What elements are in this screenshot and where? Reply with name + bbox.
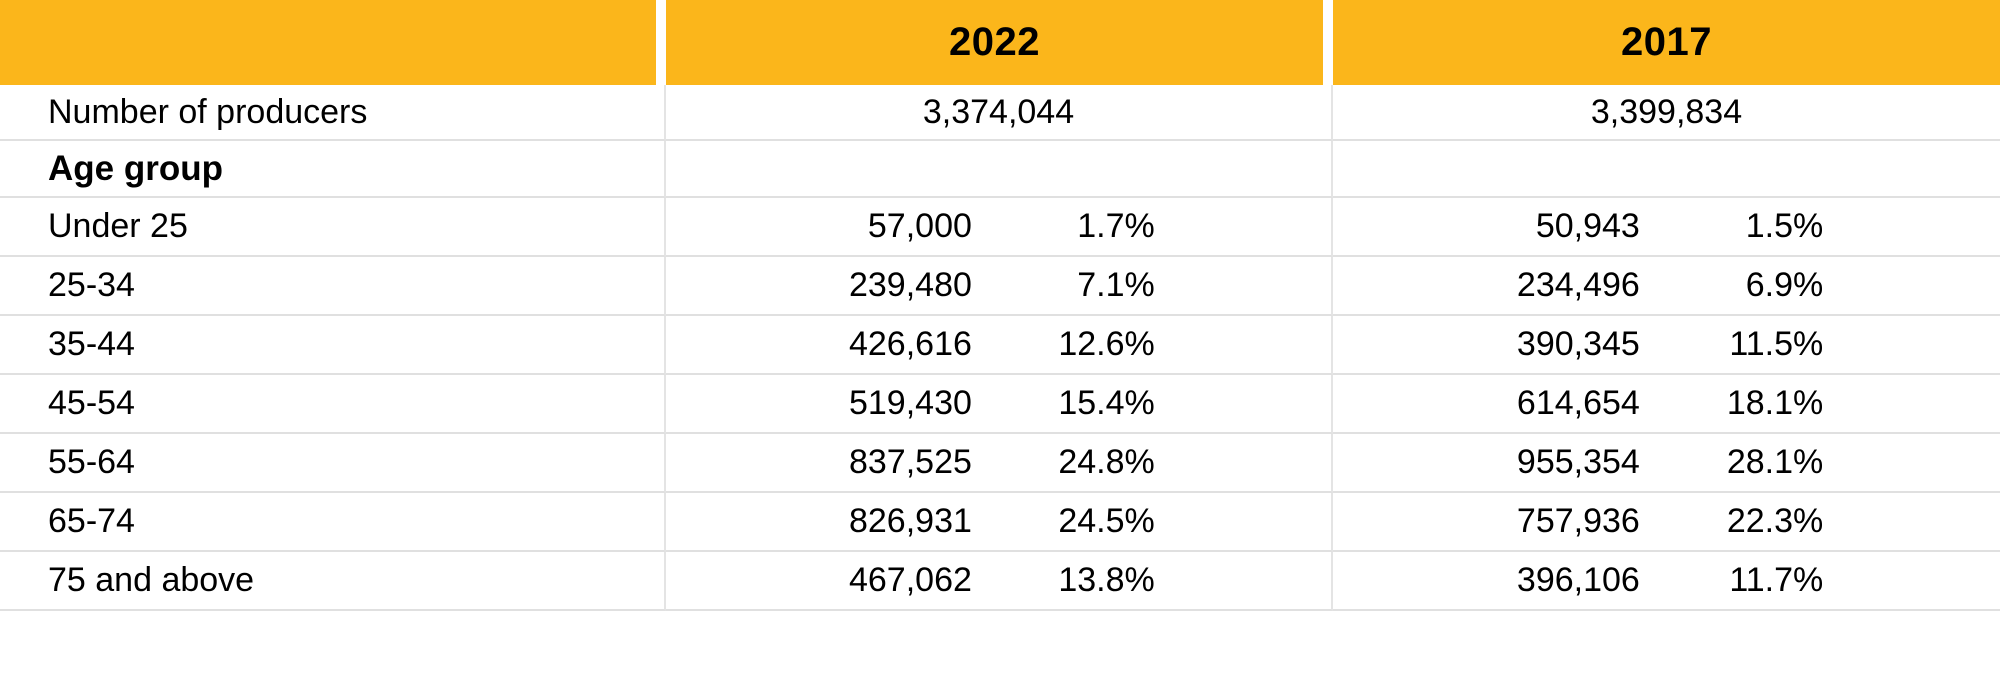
column-header-2017: 2017 bbox=[1333, 0, 2000, 85]
number-of-producers-row: Number of producers 3,374,044 3,399,834 bbox=[0, 85, 2000, 141]
count-2022: 837,525 bbox=[848, 443, 972, 481]
header-empty-cell bbox=[0, 0, 666, 85]
values-2017: 50,943 1.5% bbox=[1333, 198, 2000, 257]
percent-2022: 13.8% bbox=[1058, 561, 1155, 599]
row-label: 65-74 bbox=[0, 493, 666, 552]
percent-2017: 18.1% bbox=[1726, 384, 1824, 422]
table-row: 55-64 837,525 24.8% 955,354 28.1% bbox=[0, 434, 2000, 493]
percent-2017: 11.5% bbox=[1729, 325, 1824, 363]
row-label: Under 25 bbox=[0, 198, 666, 257]
count-2022: 57,000 bbox=[867, 207, 972, 245]
values-2022: 239,480 7.1% bbox=[666, 257, 1333, 316]
empty-cell-2022 bbox=[666, 141, 1333, 198]
table-row: 25-34 239,480 7.1% 234,496 6.9% bbox=[0, 257, 2000, 316]
count-2022: 426,616 bbox=[848, 325, 972, 363]
row-label: 35-44 bbox=[0, 316, 666, 375]
values-2022: 57,000 1.7% bbox=[666, 198, 1333, 257]
percent-2022: 24.8% bbox=[1058, 443, 1155, 481]
producers-total-2017: 3,399,834 bbox=[1333, 85, 2000, 141]
table-row: 35-44 426,616 12.6% 390,345 11.5% bbox=[0, 316, 2000, 375]
count-2017: 757,936 bbox=[1516, 502, 1640, 540]
count-2022: 519,430 bbox=[848, 384, 972, 422]
row-label: 45-54 bbox=[0, 375, 666, 434]
values-2017: 757,936 22.3% bbox=[1333, 493, 2000, 552]
percent-2022: 24.5% bbox=[1058, 502, 1155, 540]
row-label: Number of producers bbox=[0, 85, 666, 141]
values-2017: 614,654 18.1% bbox=[1333, 375, 2000, 434]
count-2022: 239,480 bbox=[848, 266, 972, 304]
percent-2017: 22.3% bbox=[1726, 502, 1824, 540]
count-2017: 234,496 bbox=[1516, 266, 1640, 304]
section-label: Age group bbox=[0, 141, 666, 198]
empty-cell-2017 bbox=[1333, 141, 2000, 198]
row-label: 55-64 bbox=[0, 434, 666, 493]
row-label: 75 and above bbox=[0, 552, 666, 611]
count-2017: 955,354 bbox=[1516, 443, 1640, 481]
table-row: 45-54 519,430 15.4% 614,654 18.1% bbox=[0, 375, 2000, 434]
values-2017: 396,106 11.7% bbox=[1333, 552, 2000, 611]
values-2022: 837,525 24.8% bbox=[666, 434, 1333, 493]
column-header-2022: 2022 bbox=[666, 0, 1333, 85]
values-2017: 390,345 11.5% bbox=[1333, 316, 2000, 375]
table-row: 75 and above 467,062 13.8% 396,106 11.7% bbox=[0, 552, 2000, 611]
table-row: 65-74 826,931 24.5% 757,936 22.3% bbox=[0, 493, 2000, 552]
values-2022: 826,931 24.5% bbox=[666, 493, 1333, 552]
values-2022: 426,616 12.6% bbox=[666, 316, 1333, 375]
percent-2017: 11.7% bbox=[1729, 561, 1824, 599]
count-2022: 467,062 bbox=[848, 561, 972, 599]
values-2017: 955,354 28.1% bbox=[1333, 434, 2000, 493]
values-2017: 234,496 6.9% bbox=[1333, 257, 2000, 316]
count-2017: 390,345 bbox=[1516, 325, 1640, 363]
count-2022: 826,931 bbox=[848, 502, 972, 540]
count-2017: 614,654 bbox=[1516, 384, 1640, 422]
values-2022: 467,062 13.8% bbox=[666, 552, 1333, 611]
year-2017-label: 2017 bbox=[1621, 20, 1712, 64]
percent-2022: 12.6% bbox=[1058, 325, 1155, 363]
table-row: Under 25 57,000 1.7% 50,943 1.5% bbox=[0, 198, 2000, 257]
producers-total-2022: 3,374,044 bbox=[666, 85, 1333, 141]
percent-2017: 6.9% bbox=[1745, 266, 1824, 304]
count-2017: 396,106 bbox=[1516, 561, 1640, 599]
count-2017: 50,943 bbox=[1535, 207, 1640, 245]
percent-2022: 1.7% bbox=[1077, 207, 1155, 245]
percent-2022: 15.4% bbox=[1058, 384, 1155, 422]
percent-2017: 1.5% bbox=[1745, 207, 1824, 245]
values-2022: 519,430 15.4% bbox=[666, 375, 1333, 434]
age-group-section-row: Age group bbox=[0, 141, 2000, 198]
year-2022-label: 2022 bbox=[949, 20, 1040, 64]
table-header-row: 2022 2017 bbox=[0, 0, 2000, 85]
percent-2022: 7.1% bbox=[1077, 266, 1155, 304]
row-label: 25-34 bbox=[0, 257, 666, 316]
percent-2017: 28.1% bbox=[1726, 443, 1824, 481]
